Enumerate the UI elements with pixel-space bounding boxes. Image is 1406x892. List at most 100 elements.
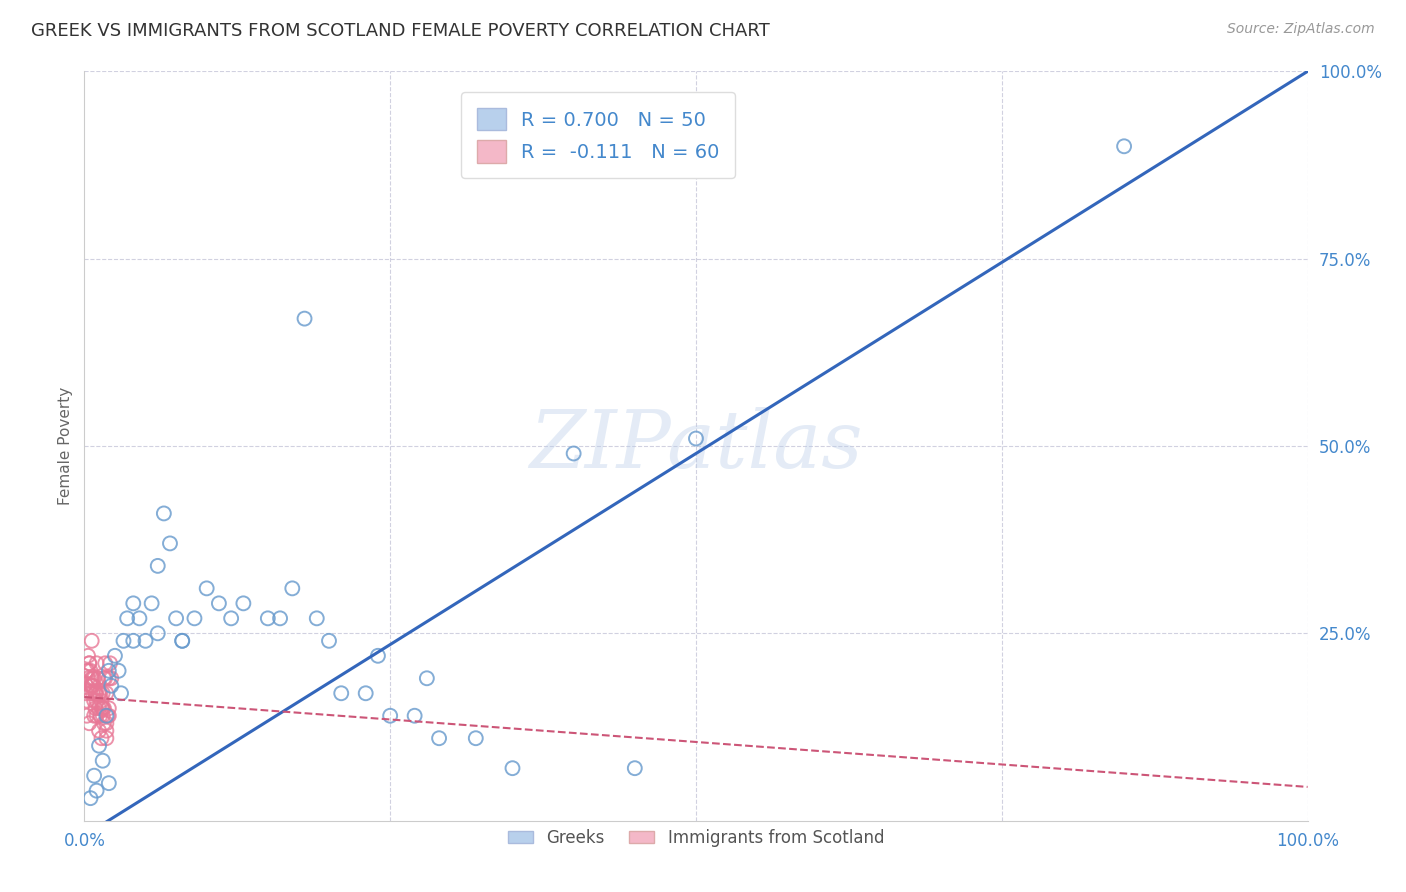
Point xyxy=(80,679,103,693)
Point xyxy=(90,694,112,708)
Point xyxy=(128,611,150,625)
Point xyxy=(98,657,121,671)
Point xyxy=(83,671,105,685)
Point xyxy=(330,686,353,700)
Point xyxy=(97,664,120,678)
Point xyxy=(87,671,110,685)
Point xyxy=(404,708,426,723)
Point xyxy=(502,761,524,775)
Point xyxy=(75,686,97,700)
Point xyxy=(97,701,120,715)
Point xyxy=(87,701,110,715)
Point xyxy=(93,701,115,715)
Point xyxy=(269,611,291,625)
Point xyxy=(685,432,707,446)
Point xyxy=(77,671,100,685)
Point xyxy=(172,633,194,648)
Point xyxy=(562,446,585,460)
Point xyxy=(135,633,157,648)
Point xyxy=(96,708,118,723)
Point xyxy=(93,716,115,731)
Y-axis label: Female Poverty: Female Poverty xyxy=(58,387,73,505)
Point xyxy=(110,686,132,700)
Point xyxy=(79,679,101,693)
Point xyxy=(318,633,340,648)
Point xyxy=(1114,139,1136,153)
Point xyxy=(87,739,110,753)
Point xyxy=(380,708,402,723)
Point xyxy=(76,708,98,723)
Point xyxy=(96,686,118,700)
Point xyxy=(91,686,114,700)
Point xyxy=(141,596,163,610)
Point xyxy=(367,648,389,663)
Point xyxy=(84,686,107,700)
Point xyxy=(79,686,101,700)
Point xyxy=(97,776,120,790)
Point xyxy=(232,596,254,610)
Point xyxy=(100,679,122,693)
Text: Source: ZipAtlas.com: Source: ZipAtlas.com xyxy=(1227,22,1375,37)
Point xyxy=(79,664,101,678)
Point xyxy=(86,657,108,671)
Point xyxy=(172,633,194,648)
Point xyxy=(86,783,108,797)
Point xyxy=(80,633,103,648)
Point xyxy=(77,657,100,671)
Point xyxy=(107,664,129,678)
Point xyxy=(82,686,104,700)
Point xyxy=(89,708,111,723)
Point xyxy=(87,723,110,738)
Point xyxy=(90,731,112,746)
Point xyxy=(80,679,103,693)
Point xyxy=(96,731,118,746)
Point xyxy=(624,761,647,775)
Point xyxy=(86,686,108,700)
Point xyxy=(97,671,120,685)
Point xyxy=(257,611,280,625)
Point xyxy=(96,723,118,738)
Point xyxy=(77,664,100,678)
Point xyxy=(165,611,187,625)
Point xyxy=(104,648,127,663)
Point xyxy=(93,671,115,685)
Point xyxy=(76,694,98,708)
Point xyxy=(80,671,103,685)
Point xyxy=(146,626,169,640)
Point xyxy=(82,671,104,685)
Point xyxy=(77,648,100,663)
Point xyxy=(97,708,120,723)
Point xyxy=(464,731,486,746)
Point xyxy=(97,708,120,723)
Point xyxy=(153,507,176,521)
Point xyxy=(87,686,110,700)
Point xyxy=(94,671,117,685)
Text: ZIPatlas: ZIPatlas xyxy=(529,408,863,484)
Point xyxy=(86,708,108,723)
Point xyxy=(305,611,328,625)
Point xyxy=(82,679,104,693)
Text: GREEK VS IMMIGRANTS FROM SCOTLAND FEMALE POVERTY CORRELATION CHART: GREEK VS IMMIGRANTS FROM SCOTLAND FEMALE… xyxy=(31,22,769,40)
Point xyxy=(94,657,117,671)
Point xyxy=(84,701,107,715)
Point xyxy=(183,611,205,625)
Point xyxy=(86,694,108,708)
Point xyxy=(77,657,100,671)
Point xyxy=(91,701,114,715)
Point xyxy=(91,708,114,723)
Point xyxy=(89,686,111,700)
Point xyxy=(91,754,114,768)
Point xyxy=(219,611,242,625)
Point xyxy=(87,686,110,700)
Point xyxy=(115,611,138,625)
Legend: Greeks, Immigrants from Scotland: Greeks, Immigrants from Scotland xyxy=(501,822,891,854)
Point xyxy=(91,701,114,715)
Point xyxy=(208,596,231,610)
Point xyxy=(416,671,439,685)
Point xyxy=(90,701,112,715)
Point xyxy=(112,633,135,648)
Point xyxy=(83,694,105,708)
Point xyxy=(100,671,122,685)
Point xyxy=(77,716,100,731)
Point xyxy=(195,582,218,596)
